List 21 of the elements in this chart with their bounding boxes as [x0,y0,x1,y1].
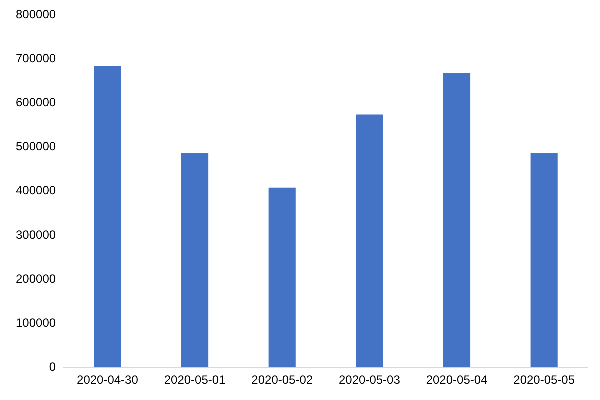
bar [268,188,296,368]
x-tick-label: 2020-05-01 [164,373,226,388]
x-tick-label: 2020-05-03 [338,373,401,388]
y-tick-label: 100000 [16,316,56,330]
bar [530,154,558,368]
x-tick-label: 2020-05-05 [514,373,576,388]
bar [181,154,209,368]
y-tick-label: 800000 [16,8,56,22]
y-tick-label: 700000 [16,52,56,66]
y-tick-label: 500000 [16,140,56,154]
x-tick-label: 2020-05-02 [252,373,314,388]
y-tick-label: 200000 [16,272,56,286]
y-tick-label: 600000 [16,96,56,110]
y-tick-label: 400000 [16,184,56,198]
bar [94,66,122,368]
y-tick-label: 0 [49,360,56,374]
bar [443,73,471,368]
x-tick-label: 2020-04-30 [77,373,139,388]
bar [356,114,384,368]
y-tick-label: 300000 [16,228,56,242]
x-tick-label: 2020-05-04 [426,373,488,388]
